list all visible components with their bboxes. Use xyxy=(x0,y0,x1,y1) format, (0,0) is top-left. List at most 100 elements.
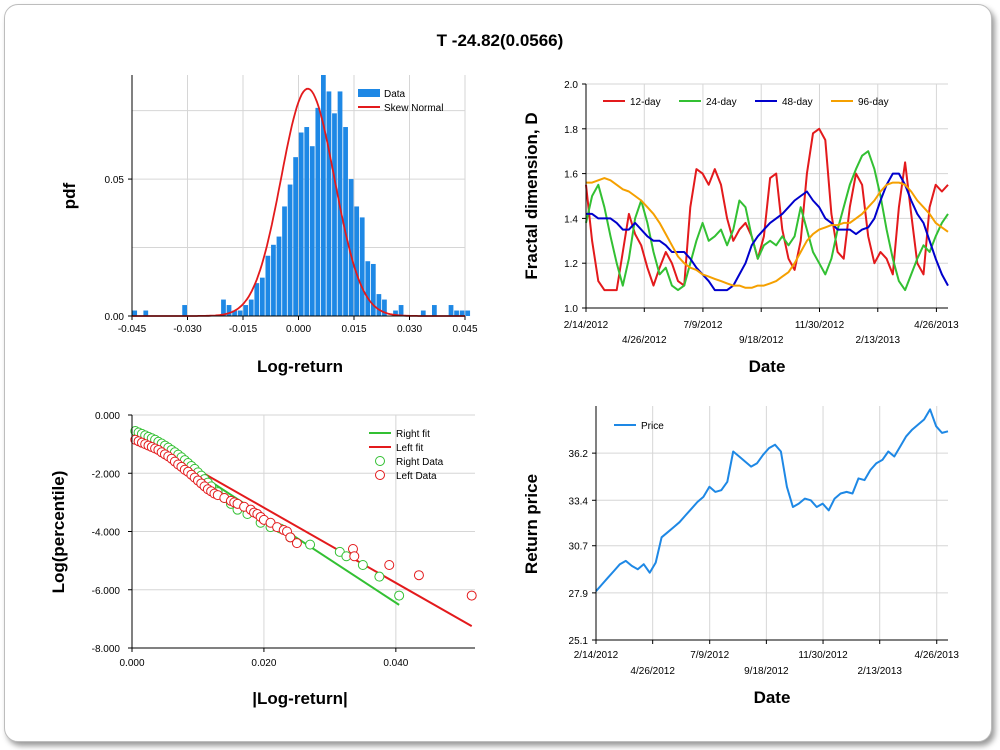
hist-bar xyxy=(326,91,332,316)
price-x-tick-label: 9/18/2012 xyxy=(744,666,789,677)
hist-bar xyxy=(293,157,298,316)
hist-x-tick-label: 0.015 xyxy=(341,324,366,335)
hist-legend-swatch-data xyxy=(358,89,380,97)
tail-y-tick-label: -2.000 xyxy=(92,469,121,480)
frac-x-tick-label: 4/26/2013 xyxy=(914,320,959,331)
frac-y-tick-label: 1.2 xyxy=(564,259,578,270)
tail-x-tick-label: 0.040 xyxy=(383,658,408,669)
frac-x-tick-label: 11/30/2012 xyxy=(795,320,845,331)
tail-y-tick-label: -4.000 xyxy=(92,528,121,539)
tail-legend-label: Left Data xyxy=(396,471,437,482)
hist-bar xyxy=(454,310,459,316)
tail-legend-swatch xyxy=(375,456,385,466)
price-y-tick-label: 30.7 xyxy=(569,542,589,553)
tail-data-point xyxy=(466,590,477,601)
hist-bar xyxy=(309,146,315,316)
hist-legend-label-data: Data xyxy=(384,89,406,100)
hist-bar xyxy=(271,244,276,316)
frac-legend-label: 12-day xyxy=(630,97,661,108)
tail-legend-label: Left fit xyxy=(396,443,423,454)
frac-y-axis-label: Fractal dimension, D xyxy=(522,112,541,279)
price-x-tick-label: 11/30/2012 xyxy=(798,650,848,661)
tail-x-tick-label: 0.020 xyxy=(251,658,276,669)
frac-y-tick-label: 2.0 xyxy=(564,80,578,91)
frac-y-tick-label: 1.4 xyxy=(564,214,578,225)
price-x-tick-label: 2/14/2012 xyxy=(574,650,619,661)
tail-data-point xyxy=(394,590,405,601)
tail-data-point xyxy=(413,570,424,581)
hist-bar xyxy=(276,236,282,316)
hist-bar xyxy=(393,310,398,316)
hist-bar xyxy=(348,179,354,316)
price-x-axis-label: Date xyxy=(754,688,791,707)
tail-data-point xyxy=(384,559,395,570)
hist-bar xyxy=(370,263,376,316)
chart-frame xyxy=(4,4,992,742)
tail-data-point xyxy=(285,532,296,543)
tail-legend-label: Right fit xyxy=(396,429,430,440)
hist-bar xyxy=(432,305,437,316)
tail-x-axis-label: |Log-return| xyxy=(252,689,347,708)
hist-x-tick-label: 0.000 xyxy=(286,324,311,335)
frac-legend-label: 96-day xyxy=(858,97,889,108)
tail-y-tick-label: -8.000 xyxy=(92,644,121,655)
frac-series-line xyxy=(586,177,949,289)
hist-bar xyxy=(232,310,237,316)
price-x-tick-label: 7/9/2012 xyxy=(690,650,729,661)
page-title: T -24.82(0.0566) xyxy=(436,31,564,50)
hist-bar xyxy=(132,310,138,316)
hist-bar xyxy=(315,107,321,316)
hist-bar xyxy=(343,127,348,316)
hist-bar xyxy=(182,305,187,316)
hist-bar xyxy=(248,299,254,316)
frac-legend-label: 48-day xyxy=(782,97,813,108)
frac-series-line xyxy=(585,150,949,292)
hist-bar xyxy=(321,75,326,316)
hist-bar xyxy=(359,217,365,316)
tail-y-axis-label: Log(percentile) xyxy=(49,471,68,594)
price-y-tick-label: 36.2 xyxy=(569,449,589,460)
hist-bar xyxy=(287,184,293,316)
tail-data-point xyxy=(305,539,316,550)
frac-y-tick-label: 1.6 xyxy=(564,170,578,181)
hist-x-tick-label: 0.030 xyxy=(397,324,422,335)
frac-y-tick-label: 1.0 xyxy=(564,304,578,315)
frac-x-tick-label: 4/26/2012 xyxy=(622,335,667,346)
price-x-tick-label: 4/26/2012 xyxy=(630,666,675,677)
frac-x-tick-label: 2/13/2013 xyxy=(856,335,901,346)
hist-x-tick-label: 0.045 xyxy=(452,324,477,335)
hist-bar xyxy=(221,299,226,316)
hist-bar xyxy=(382,299,387,316)
tail-data-point xyxy=(349,551,360,562)
tail-legend-swatch xyxy=(375,470,385,480)
tail-y-tick-label: -6.000 xyxy=(92,586,121,597)
hist-bar xyxy=(304,127,310,316)
hist-bar xyxy=(459,310,465,316)
hist-bar xyxy=(365,261,371,316)
frac-x-tick-label: 2/14/2012 xyxy=(564,320,609,331)
hist-bar xyxy=(259,277,265,316)
hist-bar xyxy=(265,255,271,316)
tail-data-point xyxy=(291,538,302,549)
price-legend-label: Price xyxy=(641,421,664,432)
hist-bar xyxy=(254,283,260,316)
hist-bar xyxy=(332,113,337,316)
price-y-tick-label: 27.9 xyxy=(569,589,589,600)
hist-y-tick-label: 0.05 xyxy=(105,175,125,186)
tail-x-tick-label: 0.000 xyxy=(119,658,144,669)
hist-bar xyxy=(354,206,360,316)
hist-legend-label-fit: Skew Normal xyxy=(384,103,443,114)
price-y-tick-label: 25.1 xyxy=(569,636,589,647)
hist-bar xyxy=(226,305,232,316)
hist-x-tick-label: -0.045 xyxy=(118,324,147,335)
price-y-axis-label: Return price xyxy=(522,474,541,574)
tail-legend-label: Right Data xyxy=(396,457,444,468)
hist-bar xyxy=(448,305,454,316)
hist-y-axis-label: pdf xyxy=(60,182,79,209)
frac-series-line xyxy=(585,127,949,292)
hist-bar xyxy=(282,206,287,316)
hist-bar xyxy=(465,310,471,316)
frac-series-line xyxy=(586,172,949,292)
hist-bar xyxy=(243,305,249,316)
price-series-line xyxy=(595,408,949,592)
